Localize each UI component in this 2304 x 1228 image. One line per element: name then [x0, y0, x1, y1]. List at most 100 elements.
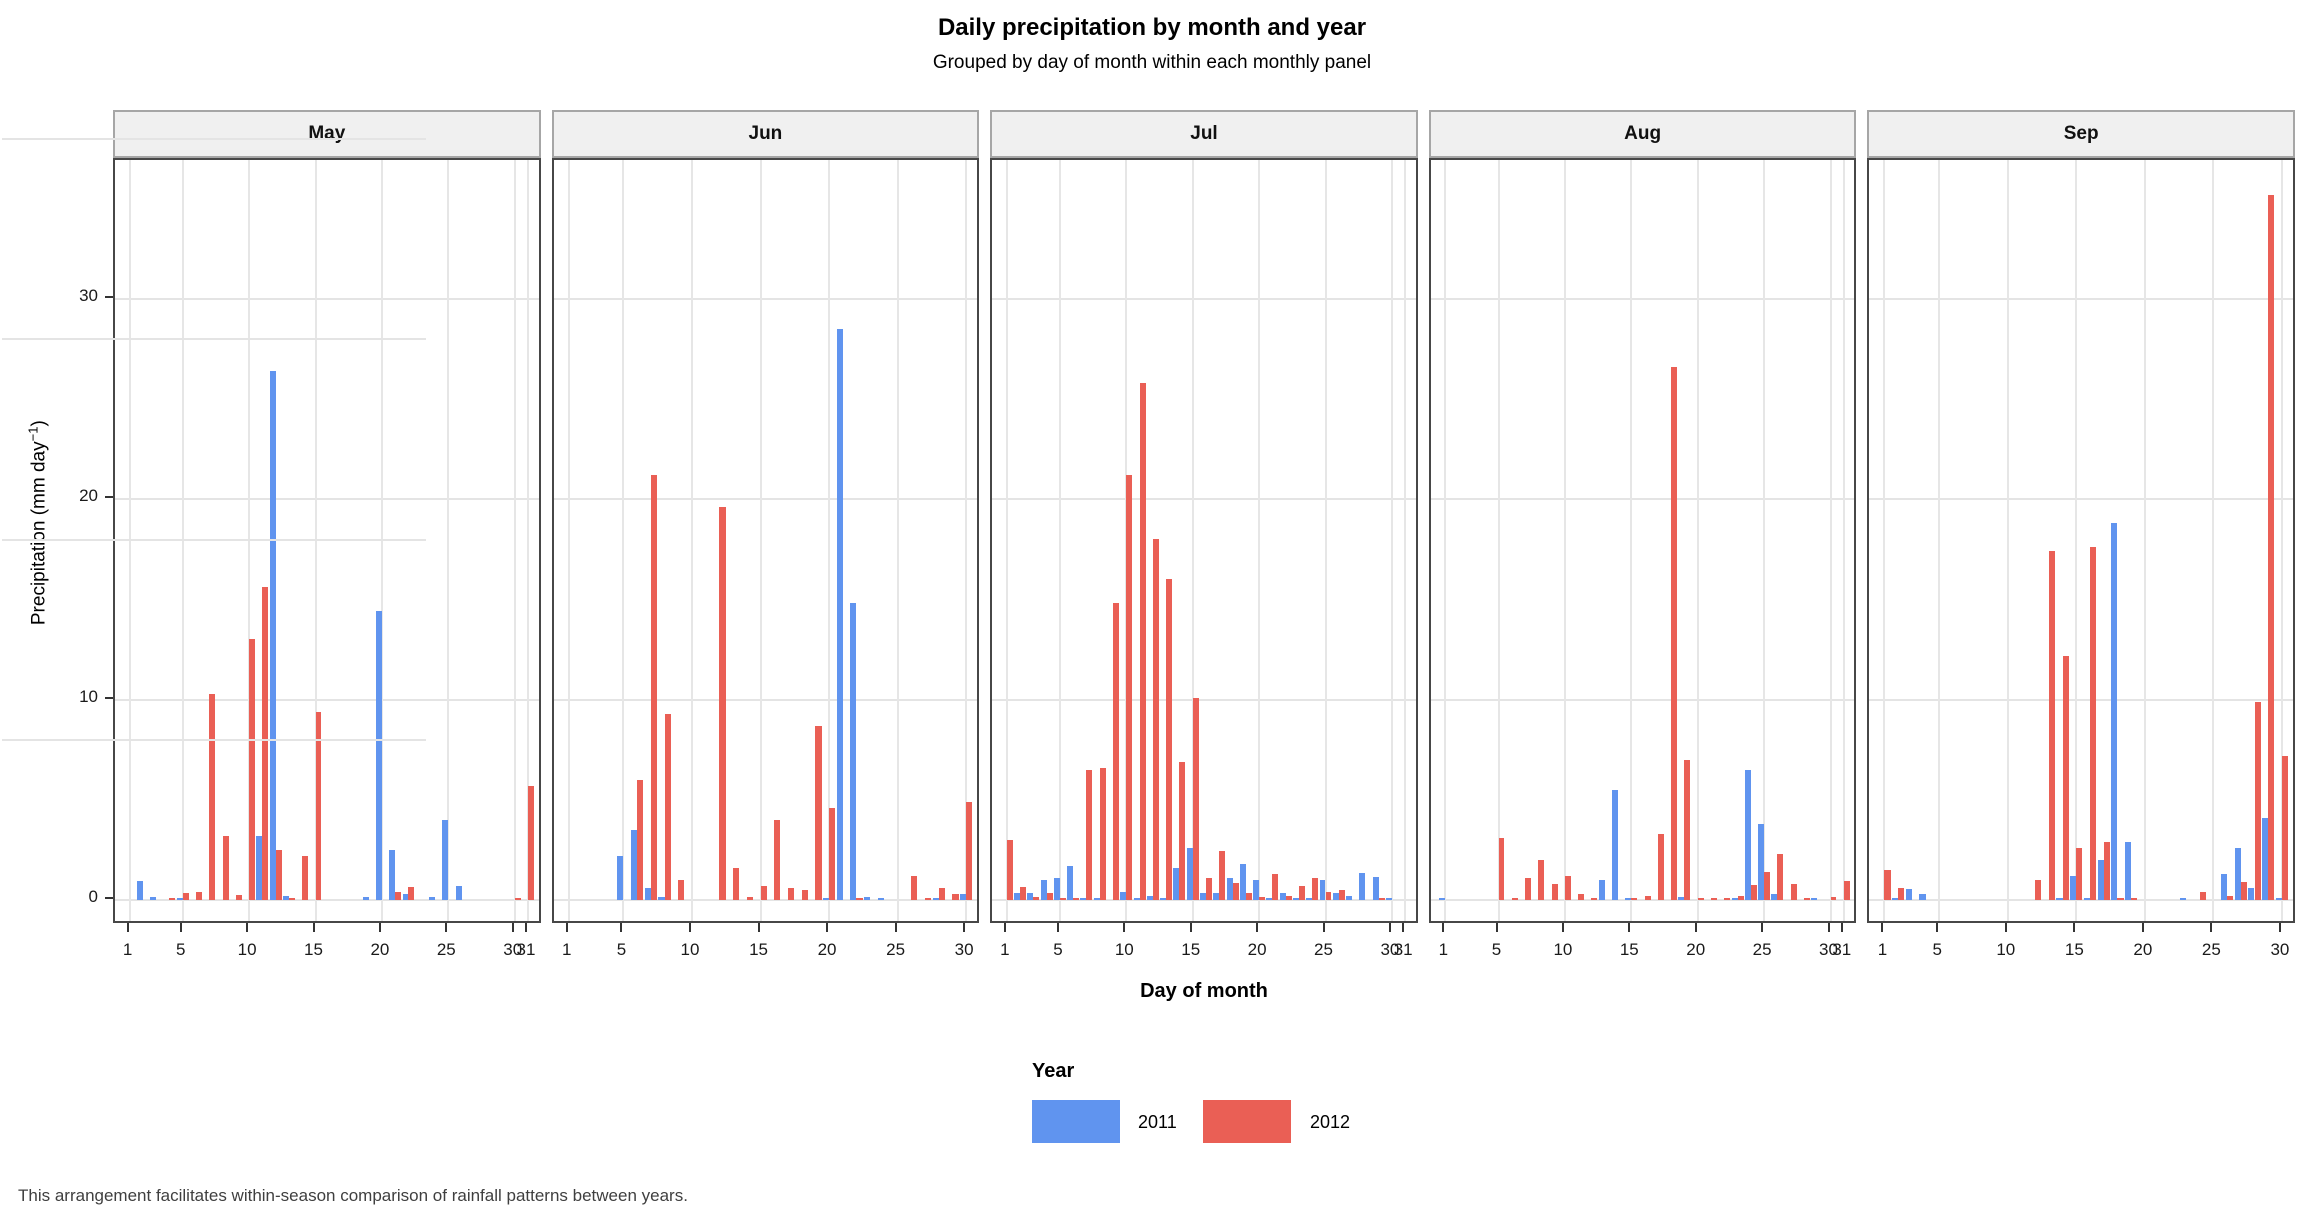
y-axis-tick-label: 30	[79, 285, 98, 305]
bar-2011	[1226, 877, 1233, 900]
bar-2011	[836, 328, 843, 900]
bar-2012	[408, 886, 415, 900]
bar-2011	[658, 897, 665, 900]
bar-2012	[315, 711, 322, 900]
x-axis-tick	[1936, 923, 1939, 932]
gridline-v	[896, 160, 899, 921]
x-axis-tick-label: 30	[503, 940, 523, 959]
bar-2012	[1113, 603, 1119, 900]
x-axis-tick	[1402, 923, 1405, 932]
x-axis-tick	[1442, 923, 1445, 932]
x-axis-tick-label: 15	[304, 940, 323, 959]
bar-2011	[877, 898, 884, 900]
gridline-v	[2212, 160, 2215, 921]
bar-2012	[719, 507, 726, 900]
x-axis-tick-label: 25	[886, 940, 906, 959]
y-axis-tick-label: 20	[79, 486, 98, 506]
bar-2012	[1020, 886, 1027, 900]
bar-2011	[1279, 893, 1286, 900]
x-axis-tick-label: 31	[516, 940, 536, 959]
bar-2011	[1200, 893, 1206, 900]
bar-2011	[2179, 898, 2186, 900]
bar-2011	[2234, 847, 2241, 900]
bar-2012	[2103, 841, 2110, 900]
bar-2012	[1843, 880, 1850, 900]
bar-2012	[1285, 896, 1292, 900]
bar-2012	[1179, 761, 1186, 900]
bar-2012	[1152, 539, 1159, 900]
bar-2012	[1086, 769, 1093, 900]
bar-2011	[1678, 897, 1685, 900]
bar-2011	[176, 898, 183, 900]
bar-2011	[1053, 877, 1060, 900]
bar-2012	[2281, 755, 2289, 900]
bar-2012	[966, 801, 973, 900]
x-axis-tick-label: 30	[2270, 940, 2290, 959]
x-axis-tick-label: 25	[436, 940, 456, 959]
bar-2011	[269, 370, 276, 900]
bar-2011	[2083, 898, 2091, 900]
gridline-v	[2006, 160, 2009, 921]
bar-2012	[302, 855, 309, 900]
gridline-v	[1829, 160, 1832, 921]
bar-2011	[1186, 847, 1193, 900]
legend-swatch-2011	[1032, 1100, 1120, 1143]
x-axis-tick-label: 31	[1832, 940, 1852, 959]
bar-2011	[1067, 865, 1074, 900]
bar-2011	[1359, 872, 1366, 900]
x-axis-tick-label: 10	[1553, 940, 1573, 959]
bar-2012	[911, 875, 918, 900]
bar-2012	[1684, 759, 1691, 900]
bar-2012	[514, 898, 521, 900]
bar-2011	[2070, 875, 2077, 900]
bar-2011	[1892, 898, 1899, 900]
facet-strip-may: May	[113, 110, 541, 158]
x-axis-tick-label: 20	[2133, 940, 2153, 959]
x-axis-tick-label: 20	[1247, 940, 1267, 959]
gridline-h	[992, 297, 1416, 300]
x-axis-tick-label: 5	[175, 940, 186, 959]
chart-subtitle: Grouped by day of month within each mont…	[932, 52, 1372, 73]
bar-2012	[1059, 898, 1066, 900]
bar-2012	[650, 475, 658, 900]
bar-2012	[1139, 382, 1146, 900]
bar-2012	[2131, 898, 2138, 900]
gridline-v	[1444, 160, 1447, 921]
legend-label-2012: 2012	[1310, 1112, 1351, 1132]
x-axis-tick	[2004, 923, 2007, 932]
bar-2012	[637, 779, 644, 900]
bar-2012	[2062, 655, 2069, 900]
bar-2012	[1884, 869, 1891, 900]
bar-2012	[2035, 879, 2042, 900]
gridline-v	[759, 160, 762, 921]
x-axis-tick	[246, 923, 249, 932]
bar-2011	[2275, 898, 2282, 900]
bar-2011	[1919, 894, 1926, 900]
bar-2012	[760, 885, 767, 900]
gridline	[2, 538, 426, 541]
gridline-v	[1497, 160, 1500, 921]
gridline-h	[1430, 297, 1855, 300]
bar-2012	[1538, 859, 1545, 900]
bar-2011	[2124, 841, 2132, 900]
bar-2012	[1777, 853, 1784, 900]
bar-2011	[864, 897, 871, 900]
bar-2011	[1332, 893, 1339, 900]
bar-2011	[1731, 898, 1738, 900]
x-axis-tick-label: 1	[1000, 940, 1010, 959]
bar-2012	[829, 807, 836, 900]
gridline-v	[1005, 160, 1008, 921]
bar-2012	[2227, 896, 2234, 900]
bar-2011	[644, 887, 651, 900]
x-axis-tick	[2073, 923, 2076, 932]
bar-2012	[1525, 877, 1532, 900]
bar-2012	[1710, 898, 1717, 900]
bar-2011	[429, 897, 436, 900]
bar-2011	[2248, 887, 2255, 900]
x-axis-tick	[312, 923, 315, 932]
bar-2012	[1737, 896, 1744, 900]
bar-2012	[1245, 893, 1252, 900]
bar-2012	[1644, 896, 1651, 900]
facet-panel-jun	[551, 158, 980, 923]
bar-2012	[2199, 891, 2206, 900]
